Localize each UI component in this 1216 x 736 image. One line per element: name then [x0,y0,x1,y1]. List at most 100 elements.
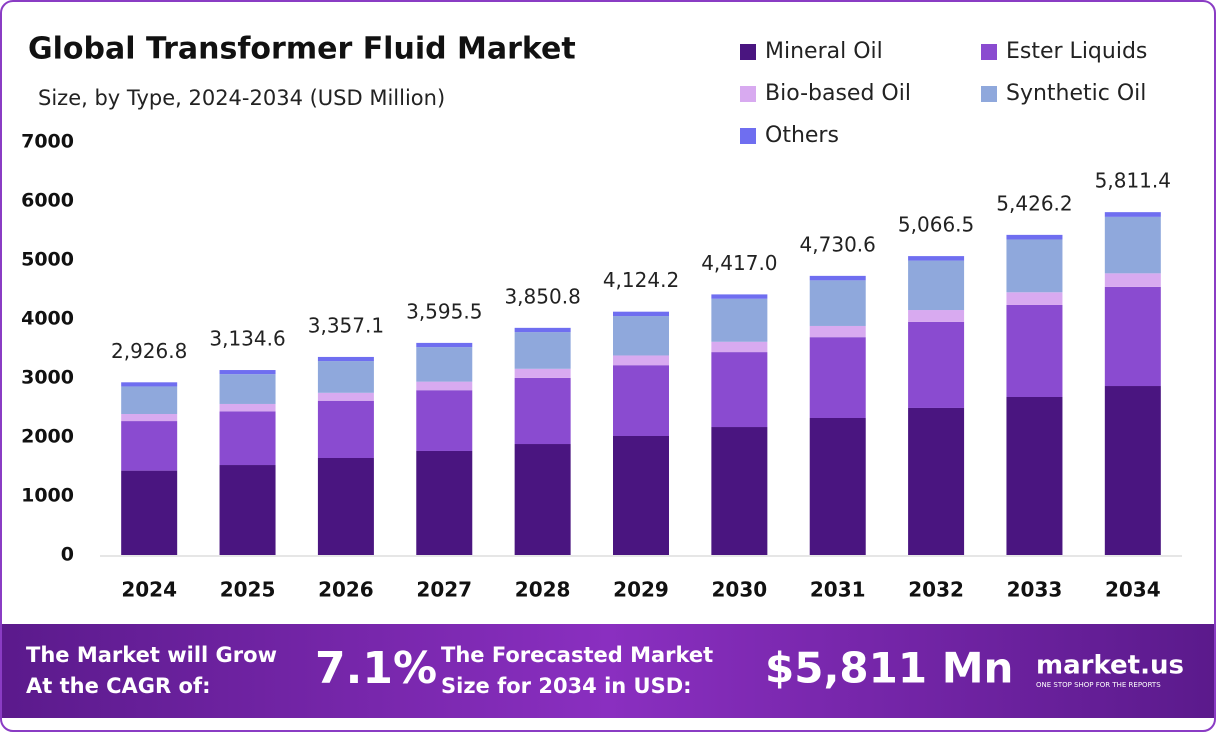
bar-segment [416,390,473,451]
bar-segment [809,280,866,326]
bar-segment [613,316,669,356]
legend-swatch [981,44,997,60]
cagr-value: 7.1% [315,643,437,694]
bar-segment [613,435,669,555]
bar-segment [1006,239,1063,293]
bar-segment [711,341,768,353]
total-label: 5,426.2 [996,191,1072,215]
forecast-text: Size for 2034 in USD: [441,674,692,698]
y-tick-label: 5000 [21,249,74,271]
legend-swatch [740,44,756,60]
bar-segment [219,403,276,412]
bar-segment [1104,216,1161,274]
bar-segment [1104,386,1161,555]
total-label: 3,357.1 [308,313,384,337]
total-label: 4,124.2 [603,268,679,292]
bar-segment [711,352,768,428]
total-label: 5,811.4 [1095,169,1171,193]
bar-segment [317,361,374,393]
bar-segment [711,427,768,555]
bar-segment [514,444,571,555]
legend-swatch [740,128,756,144]
bar-segment [711,298,768,342]
bar-segment [219,411,276,466]
bar-segment [317,356,374,362]
y-tick-label: 0 [61,544,74,566]
legend-label: Synthetic Oil [1006,81,1146,106]
legend-label: Others [765,123,839,148]
x-tick-label: 2031 [810,578,866,602]
bar-segment [1006,396,1063,555]
bar-segment [416,450,473,555]
bar-segment [1006,234,1063,240]
x-tick-label: 2029 [613,578,669,602]
bar-segment [317,392,374,401]
bar-segment [416,347,473,382]
bar-segment [613,355,669,366]
y-tick-label: 2000 [21,426,74,448]
y-tick-label: 3000 [21,367,74,389]
x-tick-label: 2033 [1007,578,1063,602]
x-tick-label: 2030 [712,578,768,602]
bar-segment [908,310,965,322]
footer-band [2,624,1214,718]
bar-segment [219,465,276,555]
y-tick-label: 1000 [21,485,74,507]
total-label: 3,595.5 [406,299,482,323]
total-label: 3,850.8 [504,284,580,308]
bar-segment [317,400,374,459]
bar-segment [908,321,965,408]
cagr-text: At the CAGR of: [26,674,211,698]
bar-segment [1104,212,1161,217]
bar-segment [809,275,866,281]
bar-segment [809,325,866,338]
bar-segment [219,374,276,404]
legend-swatch [740,86,756,102]
bar-segment [809,418,866,555]
bar-segment [121,386,178,414]
x-tick-label: 2027 [416,578,472,602]
legend-label: Mineral Oil [765,39,883,64]
bar-segment [908,407,965,555]
x-tick-label: 2032 [908,578,964,602]
y-tick-label: 7000 [21,131,74,153]
x-tick-label: 2028 [515,578,571,602]
total-label: 2,926.8 [111,339,187,363]
forecast-text: The Forecasted Market [441,643,713,667]
bar-segment [514,368,571,378]
cagr-text: The Market will Grow [26,643,277,667]
bar-segment [613,365,669,436]
total-label: 5,066.5 [898,213,974,237]
y-tick-label: 6000 [21,190,74,212]
bar-segment [1104,286,1161,387]
brand: market.us [1036,651,1184,681]
bar-segment [908,256,965,261]
x-tick-label: 2024 [121,578,177,602]
x-tick-label: 2034 [1105,578,1161,602]
chart-subtitle: Size, by Type, 2024-2034 (USD Million) [38,86,445,110]
bar-segment [121,421,178,471]
chart-title: Global Transformer Fluid Market [28,32,576,67]
bar-segment [711,294,768,299]
bar-segment [1104,273,1161,287]
bar-segment [613,311,669,317]
total-label: 4,730.6 [800,232,876,256]
bar-segment [219,370,276,375]
bar-segment [514,327,571,333]
bar-segment [1006,304,1063,397]
bar-segment [121,382,178,387]
bar-segment [121,470,178,555]
bar-segment [416,381,473,391]
x-tick-label: 2026 [318,578,374,602]
x-tick-label: 2025 [220,578,276,602]
brand-tagline: ONE STOP SHOP FOR THE REPORTS [1036,681,1161,689]
legend-label: Bio-based Oil [765,81,911,106]
bar-segment [121,413,178,422]
forecast-value: $5,811 Mn [765,644,1013,693]
total-label: 4,417.0 [701,251,777,275]
y-tick-label: 4000 [21,308,74,330]
bar-segment [514,332,571,369]
legend-label: Ester Liquids [1006,39,1147,64]
